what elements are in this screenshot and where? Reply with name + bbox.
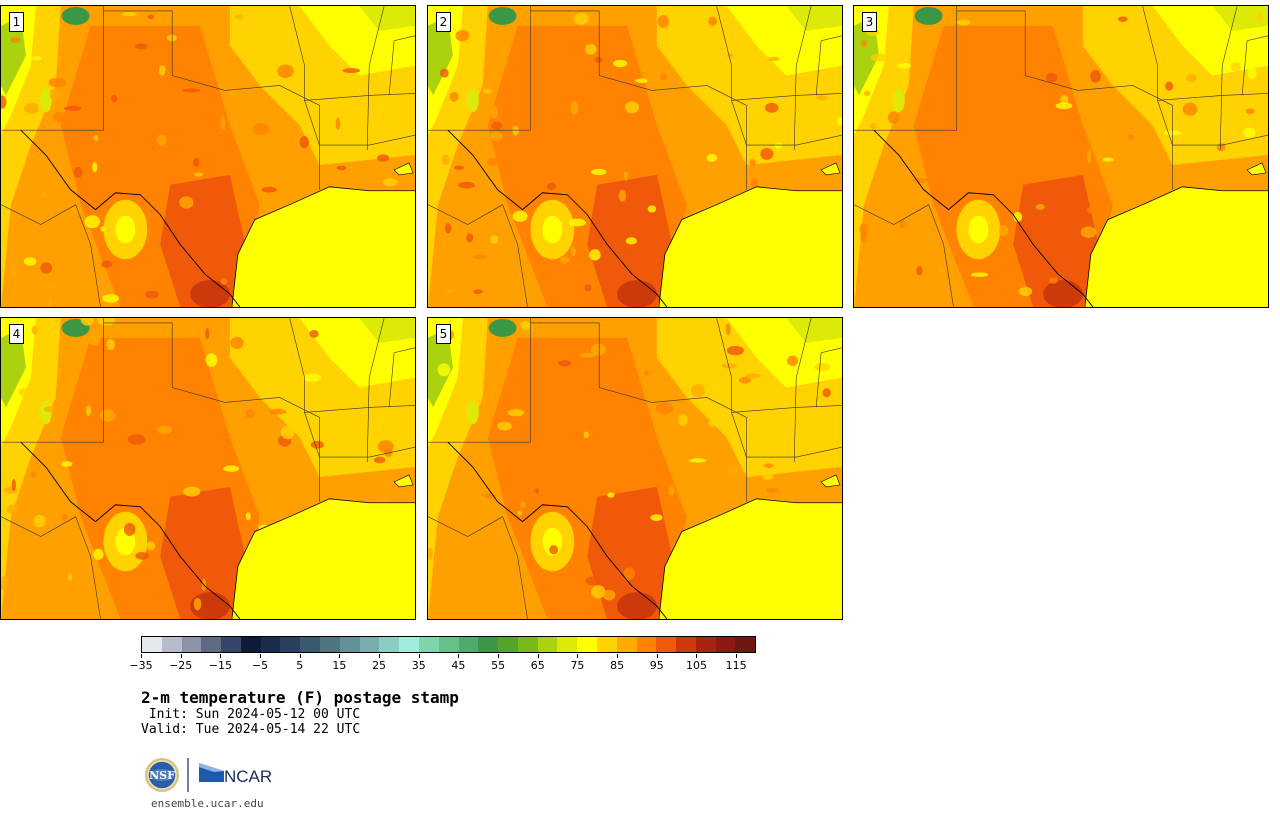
colorbar-tick xyxy=(141,654,142,658)
panel-number-label: 3 xyxy=(862,12,877,32)
colorbar-swatch xyxy=(676,637,696,652)
map-panel-5: 5 xyxy=(427,317,843,620)
colorbar-swatch xyxy=(695,637,716,652)
colorbar-swatch xyxy=(715,637,736,652)
panel-number-label: 2 xyxy=(436,12,451,32)
colorbar-swatch xyxy=(656,637,677,652)
colorbar-swatch xyxy=(142,637,162,652)
colorbar-tick xyxy=(498,654,500,658)
colorbar-swatch xyxy=(300,637,321,652)
colorbar-tick-label: 5 xyxy=(296,659,304,672)
chart-title: 2-m temperature (F) postage stamp xyxy=(141,688,459,707)
panel-number-label: 1 xyxy=(9,12,24,32)
ncar-logo-icon: NCAR xyxy=(199,763,272,786)
temperature-map xyxy=(854,6,1268,307)
colorbar-tick-label: 75 xyxy=(570,659,585,672)
colorbar-swatch xyxy=(379,637,400,652)
map-panel-1: 1 xyxy=(0,5,416,308)
colorbar-tick-label: 105 xyxy=(685,659,707,672)
svg-text:NCAR: NCAR xyxy=(224,767,272,786)
init-time: Init: Sun 2024-05-12 00 UTC xyxy=(141,707,361,722)
colorbar-swatch xyxy=(280,637,301,652)
colorbar-tick xyxy=(180,654,182,658)
colorbar-swatch xyxy=(181,637,202,652)
colorbar-tick-label: 95 xyxy=(649,659,664,672)
map-panel-4: 4 xyxy=(0,317,416,620)
colorbar-swatch xyxy=(221,637,241,652)
colorbar-tick-label: −35 xyxy=(129,659,153,672)
colorbar-swatch xyxy=(596,637,617,652)
colorbar-swatch xyxy=(201,637,222,652)
colorbar-tick xyxy=(418,654,420,658)
colorbar-swatch xyxy=(517,637,538,652)
colorbar-tick xyxy=(656,654,658,658)
panel-number-label: 4 xyxy=(9,324,24,344)
colorbar-swatch xyxy=(240,637,261,652)
colorbar-tick-label: 25 xyxy=(372,659,387,672)
nsf-logo-icon: NSF xyxy=(145,758,179,792)
colorbar-tick-label: 35 xyxy=(411,659,426,672)
colorbar-swatch xyxy=(320,637,340,652)
logos: NSF NCAR xyxy=(144,756,284,796)
colorbar-tick-label: 85 xyxy=(610,659,625,672)
colorbar-tick xyxy=(458,654,460,658)
colorbar-tick xyxy=(736,654,738,658)
colorbar-tick-label: 15 xyxy=(332,659,347,672)
colorbar-swatch xyxy=(458,637,479,652)
colorbar-tick xyxy=(379,654,381,658)
colorbar-swatch xyxy=(557,637,578,652)
temperature-map xyxy=(428,6,842,307)
svg-text:NSF: NSF xyxy=(149,769,175,782)
colorbar-swatch xyxy=(498,637,518,652)
colorbar xyxy=(141,636,756,653)
colorbar-swatch xyxy=(537,637,558,652)
colorbar-swatch xyxy=(616,637,637,652)
colorbar-swatch xyxy=(577,637,597,652)
colorbar-swatch xyxy=(399,637,419,652)
colorbar-tick-label: −5 xyxy=(251,659,269,672)
colorbar-tick xyxy=(220,654,222,658)
map-panel-2: 2 xyxy=(427,5,843,308)
site-url: ensemble.ucar.edu xyxy=(151,797,264,810)
colorbar-swatch xyxy=(161,637,182,652)
colorbar-tick xyxy=(617,654,619,658)
temperature-map xyxy=(428,318,842,619)
colorbar-tick-label: 65 xyxy=(530,659,545,672)
colorbar-swatch xyxy=(735,637,756,652)
colorbar-tick xyxy=(537,654,539,658)
valid-time: Valid: Tue 2024-05-14 22 UTC xyxy=(141,722,361,737)
colorbar-tick-label: 45 xyxy=(451,659,466,672)
colorbar-tick-label: 55 xyxy=(491,659,506,672)
colorbar-tick xyxy=(260,654,262,658)
colorbar-tick xyxy=(696,654,698,658)
colorbar-tick xyxy=(299,654,301,658)
colorbar-tick xyxy=(577,654,579,658)
colorbar-tick xyxy=(339,654,341,658)
colorbar-swatch xyxy=(359,637,380,652)
temperature-map xyxy=(1,318,415,619)
panel-number-label: 5 xyxy=(436,324,451,344)
colorbar-swatch xyxy=(478,637,499,652)
colorbar-swatch xyxy=(636,637,657,652)
colorbar-tick-label: −25 xyxy=(169,659,193,672)
colorbar-swatch xyxy=(418,637,439,652)
map-panel-3: 3 xyxy=(853,5,1269,308)
colorbar-swatch xyxy=(260,637,281,652)
colorbar-swatch xyxy=(339,637,360,652)
temperature-map xyxy=(1,6,415,307)
colorbar-swatch xyxy=(438,637,459,652)
colorbar-tick-label: 115 xyxy=(725,659,747,672)
colorbar-tick-label: −15 xyxy=(208,659,232,672)
colorbar-ticks: −35 −25 −15 −5 5 15 25 35 45 55 65 75 85 95 105 115 xyxy=(129,654,756,684)
